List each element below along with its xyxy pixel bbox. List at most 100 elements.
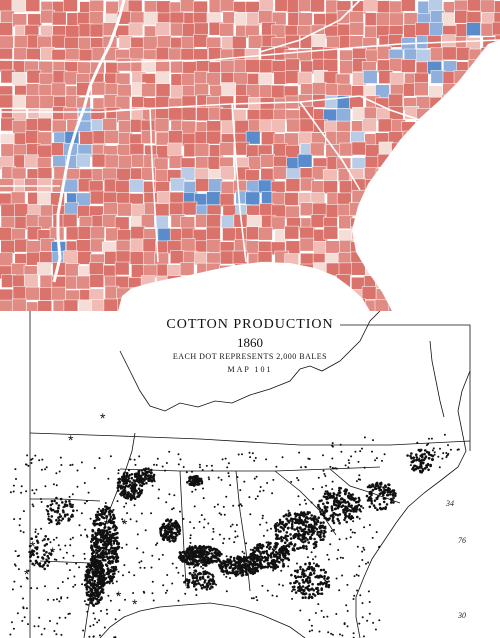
cotton-dot xyxy=(211,538,214,541)
cotton-dot xyxy=(316,590,319,594)
cotton-dot xyxy=(173,531,177,535)
cotton-dot xyxy=(114,526,118,529)
cotton-dot xyxy=(352,520,355,523)
cotton-dot xyxy=(316,519,320,522)
cotton-dot xyxy=(349,517,352,520)
county-cell xyxy=(180,0,195,13)
cotton-dot xyxy=(234,560,237,564)
cotton-dot xyxy=(207,476,210,479)
cotton-dot xyxy=(146,474,150,478)
cotton-dot xyxy=(209,545,212,549)
cotton-dot xyxy=(72,554,75,557)
cotton-dot xyxy=(225,555,228,558)
cotton-dot xyxy=(305,569,308,572)
cotton-dot xyxy=(228,561,231,565)
cotton-dot xyxy=(358,622,361,625)
cotton-dot xyxy=(215,556,218,559)
cotton-dot xyxy=(299,565,302,569)
county-cell xyxy=(219,0,235,12)
cotton-dot xyxy=(235,570,238,573)
cotton-dot xyxy=(293,574,297,578)
cotton-dot xyxy=(349,528,352,531)
cotton-dot xyxy=(91,572,95,576)
cotton-dot xyxy=(225,590,228,593)
cotton-dot xyxy=(89,587,92,590)
cotton-dot xyxy=(305,530,308,534)
cotton-dot xyxy=(198,547,202,550)
cotton-dot xyxy=(203,518,206,521)
cotton-dot xyxy=(150,566,153,569)
cotton-dot xyxy=(313,594,317,597)
cotton-dot xyxy=(409,464,412,467)
cotton-dot xyxy=(288,511,291,515)
cotton-dot xyxy=(359,478,362,481)
cotton-dot xyxy=(137,479,140,483)
cotton-dot xyxy=(333,499,336,503)
cotton-dot xyxy=(297,479,300,482)
county-cell xyxy=(376,0,392,14)
cotton-dot xyxy=(230,563,233,566)
cotton-dot xyxy=(446,454,449,457)
cotton-dot xyxy=(338,538,341,541)
cotton-dot xyxy=(248,568,252,572)
cotton-dot xyxy=(147,467,150,470)
cotton-dot xyxy=(92,604,96,607)
cotton-dot xyxy=(282,536,286,540)
county-cell xyxy=(156,190,172,205)
cotton-dot xyxy=(290,573,293,577)
cotton-dot xyxy=(315,564,318,568)
cotton-dot xyxy=(106,567,110,571)
cotton-dot xyxy=(339,497,343,501)
cotton-dot xyxy=(313,521,317,524)
cotton-dot xyxy=(75,562,78,565)
cotton-dot xyxy=(282,555,286,558)
cotton-dot xyxy=(296,526,299,529)
cotton-dot xyxy=(239,489,242,492)
cotton-dot xyxy=(172,507,175,510)
cotton-dot xyxy=(207,575,210,578)
state-borders xyxy=(29,311,471,638)
county-cell xyxy=(91,299,106,311)
county-cell xyxy=(311,34,326,48)
county-cell xyxy=(24,178,39,192)
cotton-dot xyxy=(237,453,240,456)
cotton-dot xyxy=(95,574,99,577)
cotton-dot xyxy=(301,585,305,588)
cotton-dot xyxy=(307,457,310,460)
cotton-dot xyxy=(102,543,106,546)
cotton-dot xyxy=(243,560,246,564)
cotton-dot xyxy=(212,527,215,530)
cotton-dot xyxy=(346,625,349,628)
cotton-dot xyxy=(191,470,193,473)
cotton-dot xyxy=(269,565,273,569)
cotton-dot xyxy=(419,448,423,452)
cotton-dot xyxy=(456,448,459,451)
cotton-dot xyxy=(153,463,155,466)
cotton-dot xyxy=(304,574,307,577)
county-cell xyxy=(220,166,235,180)
cotton-dot xyxy=(294,518,298,522)
cotton-dot xyxy=(291,517,295,521)
cotton-dot xyxy=(106,612,109,615)
cotton-production-map: * * * * * * * * * COTTON PRODUCTION 1860 EACH DO… xyxy=(0,311,500,638)
cotton-dot xyxy=(205,464,208,467)
cotton-dot xyxy=(358,509,362,512)
cotton-dot xyxy=(303,592,306,596)
cotton-dot xyxy=(105,538,108,542)
cotton-dot xyxy=(80,534,82,537)
cotton-dot xyxy=(166,574,169,576)
county-cell xyxy=(0,10,15,25)
county-cell xyxy=(222,227,237,242)
cotton-dot xyxy=(213,505,216,508)
cotton-dot xyxy=(175,524,178,528)
cotton-dot xyxy=(109,521,113,525)
cotton-dot xyxy=(432,447,435,450)
cotton-dot xyxy=(99,521,103,525)
asterisk-marker: * xyxy=(68,432,74,448)
cotton-dot xyxy=(287,565,290,568)
cotton-dot xyxy=(208,478,211,481)
cotton-dot xyxy=(266,566,270,569)
cotton-dot xyxy=(281,456,284,459)
cotton-dot xyxy=(31,489,34,492)
cotton-dot xyxy=(186,555,189,558)
